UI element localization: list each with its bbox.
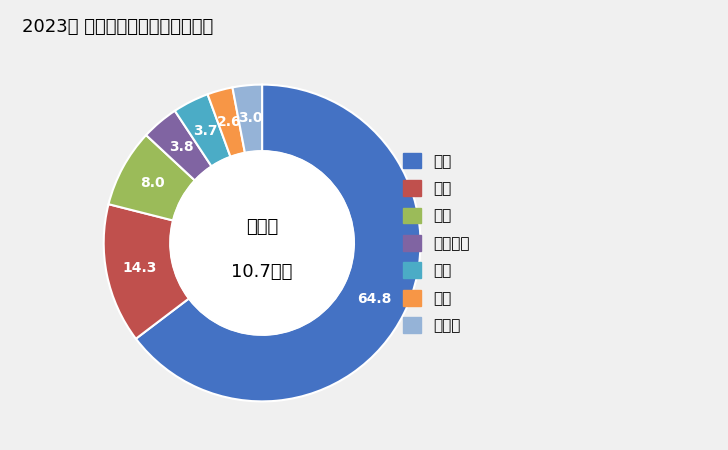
Text: 10.7億円: 10.7億円 [232,262,293,280]
Text: 2.6: 2.6 [216,115,241,130]
Text: 14.3: 14.3 [122,261,157,275]
Text: 3.7: 3.7 [194,124,218,138]
Wedge shape [108,135,195,220]
Circle shape [170,151,354,335]
Text: 3.8: 3.8 [169,140,194,154]
Legend: 韓国, 米国, 中国, オランダ, 台湾, タイ, その他: 韓国, 米国, 中国, オランダ, 台湾, タイ, その他 [397,147,475,339]
Text: 2023年 輸出相手国のシェア（％）: 2023年 輸出相手国のシェア（％） [22,18,213,36]
Text: 総　額: 総 額 [246,218,278,236]
Wedge shape [175,94,231,166]
Wedge shape [136,85,421,401]
Text: 8.0: 8.0 [140,176,165,190]
Text: 64.8: 64.8 [357,292,392,306]
Wedge shape [207,87,245,157]
Wedge shape [103,204,189,339]
Wedge shape [232,85,262,153]
Wedge shape [146,111,212,180]
Text: 3.0: 3.0 [238,112,263,126]
